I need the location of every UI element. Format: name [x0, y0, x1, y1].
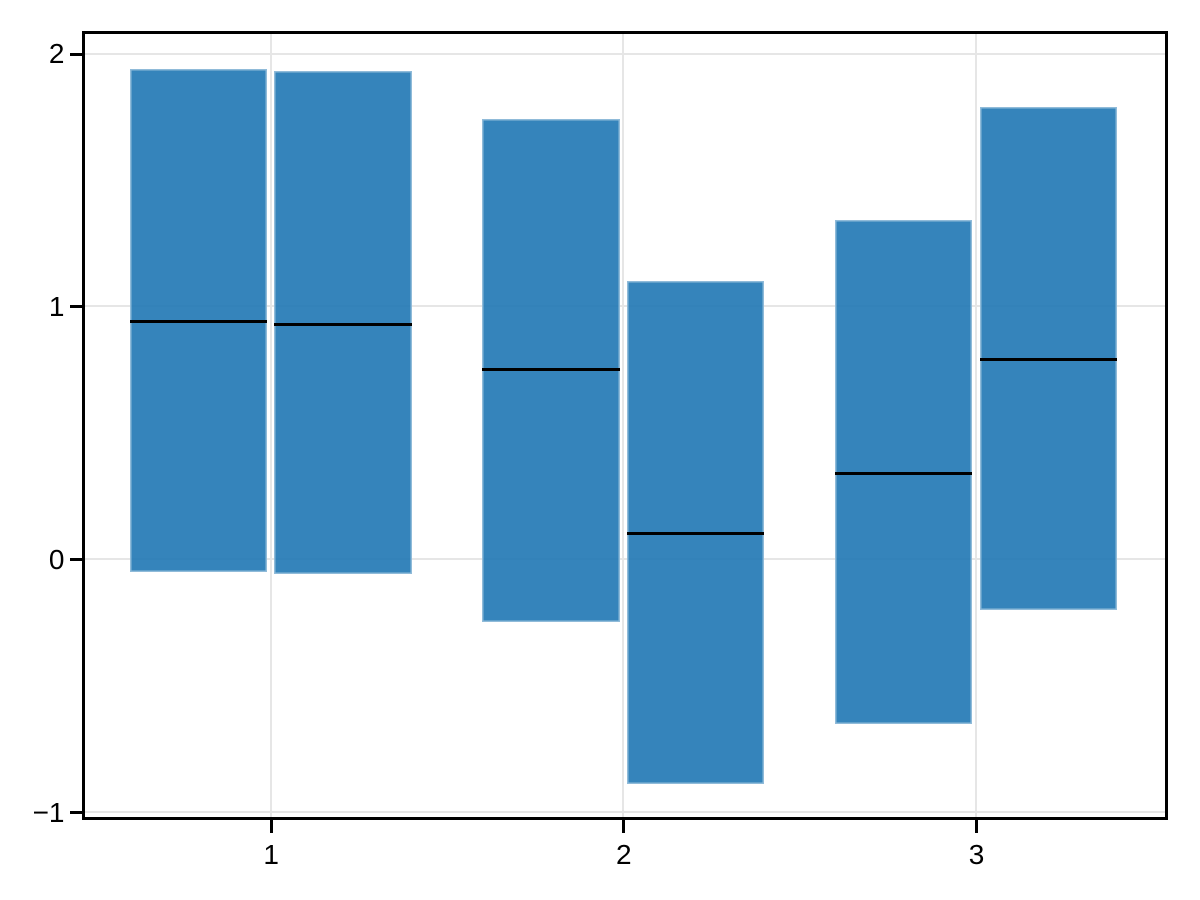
y-tick-label: −1 [32, 796, 65, 828]
x-gridline [622, 34, 625, 817]
x-tick-mark [975, 819, 978, 833]
crossbar [834, 220, 973, 724]
x-gridline [975, 34, 977, 817]
x-gridline [269, 34, 272, 817]
x-tick-mark [622, 819, 626, 833]
crossbar [274, 71, 412, 575]
crossbar [129, 68, 268, 572]
y-tick-label: 1 [48, 290, 65, 322]
y-tick-mark [69, 305, 83, 309]
x-tick-label: 2 [616, 839, 632, 870]
plot-area [82, 31, 1168, 820]
y-tick-label: 0 [48, 543, 65, 575]
crossbar [979, 106, 1118, 610]
median-line [979, 357, 1118, 361]
y-tick-label: 2 [48, 38, 65, 69]
median-line [482, 368, 620, 372]
y-tick-mark [69, 558, 83, 562]
y-gridline [85, 558, 1165, 561]
x-tick-label: 1 [263, 839, 279, 870]
median-line [274, 322, 412, 326]
median-line [626, 532, 765, 536]
x-tick-mark [269, 819, 273, 833]
median-line [834, 471, 973, 475]
x-tick-label: 3 [968, 839, 985, 870]
y-tick-mark [69, 52, 83, 56]
y-gridline [85, 811, 1165, 814]
crossbar [626, 281, 765, 785]
y-gridline [85, 52, 1165, 55]
median-line [129, 320, 268, 324]
y-tick-mark [69, 811, 83, 815]
y-gridline [85, 305, 1165, 308]
crossbar [482, 119, 620, 623]
